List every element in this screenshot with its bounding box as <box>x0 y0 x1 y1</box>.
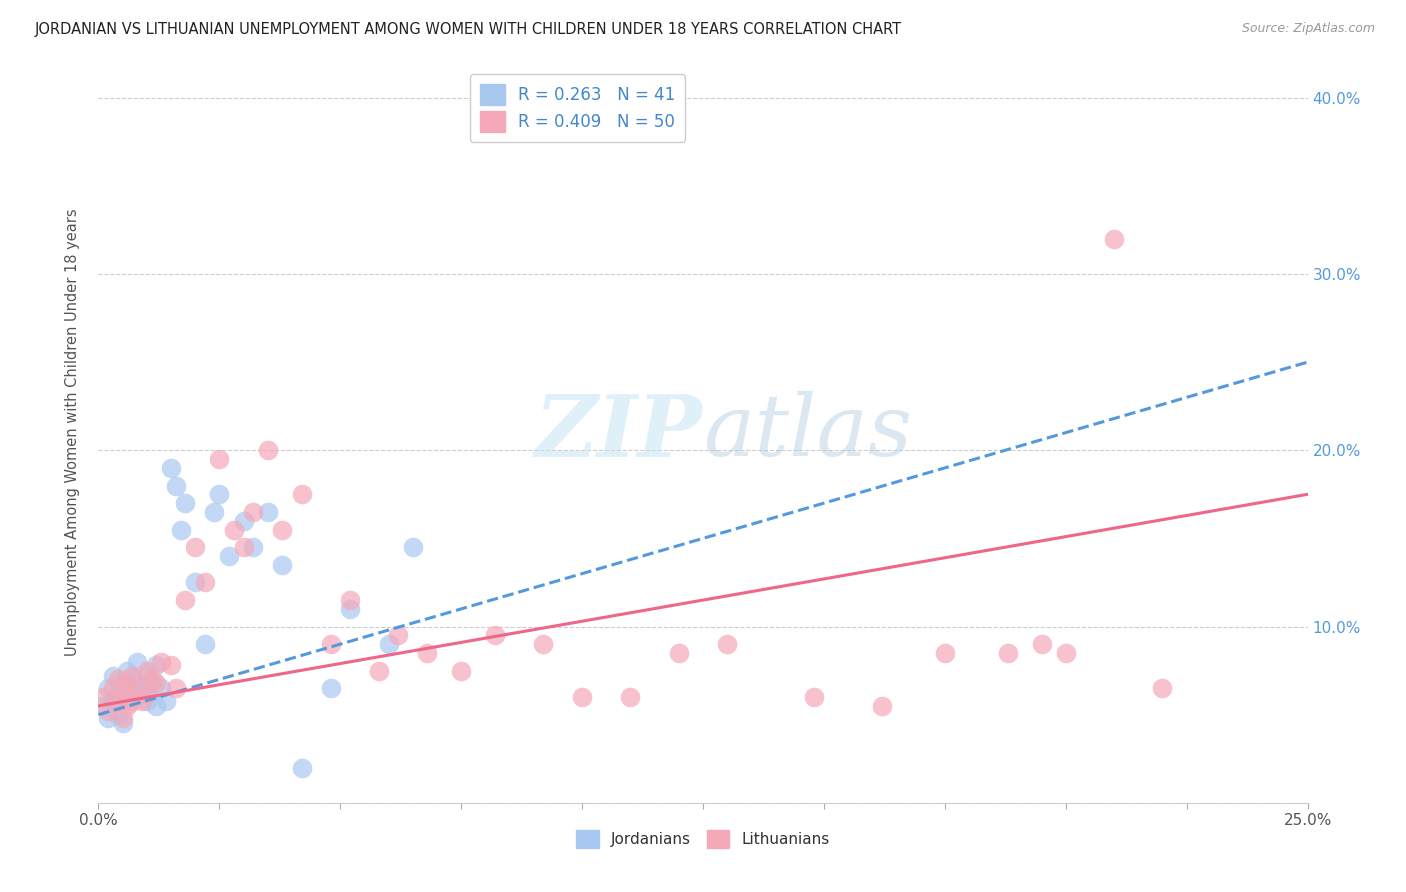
Point <box>208 487 231 501</box>
Point <box>121 673 143 687</box>
Point <box>145 698 167 713</box>
Point <box>377 637 399 651</box>
Point <box>97 681 120 696</box>
Point <box>135 693 157 707</box>
Point <box>271 523 294 537</box>
Point <box>131 686 153 700</box>
Point <box>194 575 217 590</box>
Point <box>934 646 956 660</box>
Point <box>242 540 264 554</box>
Point <box>319 637 342 651</box>
Point <box>150 655 173 669</box>
Point <box>107 693 129 707</box>
Point <box>256 443 278 458</box>
Point <box>111 686 134 700</box>
Point <box>111 711 134 725</box>
Point <box>131 693 153 707</box>
Point <box>117 690 139 704</box>
Point <box>1152 681 1174 696</box>
Point <box>184 540 207 554</box>
Legend: Jordanians, Lithuanians: Jordanians, Lithuanians <box>569 823 837 855</box>
Point <box>97 704 120 718</box>
Point <box>107 673 129 687</box>
Point <box>127 655 149 669</box>
Point <box>1102 232 1125 246</box>
Point <box>111 676 134 690</box>
Point <box>803 690 825 704</box>
Text: ZIP: ZIP <box>536 391 703 475</box>
Point <box>91 698 114 713</box>
Point <box>339 593 361 607</box>
Point <box>107 707 129 722</box>
Text: JORDANIAN VS LITHUANIAN UNEMPLOYMENT AMONG WOMEN WITH CHILDREN UNDER 18 YEARS CO: JORDANIAN VS LITHUANIAN UNEMPLOYMENT AMO… <box>35 22 903 37</box>
Point <box>368 664 391 678</box>
Text: Source: ZipAtlas.com: Source: ZipAtlas.com <box>1241 22 1375 36</box>
Point <box>870 698 893 713</box>
Point <box>319 681 342 696</box>
Point <box>107 686 129 700</box>
Point <box>145 676 167 690</box>
Point <box>242 505 264 519</box>
Point <box>290 760 312 774</box>
Point <box>208 452 231 467</box>
Point <box>117 676 139 690</box>
Point <box>571 690 593 704</box>
Point <box>135 664 157 678</box>
Point <box>218 549 240 563</box>
Point <box>135 669 157 683</box>
Point <box>160 461 183 475</box>
Point <box>668 646 690 660</box>
Point <box>141 673 163 687</box>
Point <box>232 514 254 528</box>
Point <box>716 637 738 651</box>
Point <box>165 478 187 492</box>
Point <box>117 664 139 678</box>
Point <box>101 669 124 683</box>
Point <box>222 523 245 537</box>
Point <box>290 487 312 501</box>
Point <box>204 505 226 519</box>
Point <box>387 628 409 642</box>
Point <box>1031 637 1053 651</box>
Point <box>155 693 177 707</box>
Point <box>121 693 143 707</box>
Point <box>111 716 134 731</box>
Point <box>91 690 114 704</box>
Point <box>339 602 361 616</box>
Point <box>101 681 124 696</box>
Point <box>117 698 139 713</box>
Point <box>141 676 163 690</box>
Point <box>619 690 641 704</box>
Point <box>135 686 157 700</box>
Point <box>127 681 149 696</box>
Point <box>160 658 183 673</box>
Y-axis label: Unemployment Among Women with Children Under 18 years: Unemployment Among Women with Children U… <box>65 209 80 657</box>
Point <box>997 646 1019 660</box>
Point <box>145 658 167 673</box>
Point <box>531 637 554 651</box>
Point <box>416 646 439 660</box>
Point <box>101 693 124 707</box>
Point <box>194 637 217 651</box>
Point <box>121 693 143 707</box>
Point <box>1054 646 1077 660</box>
Point <box>174 593 197 607</box>
Text: atlas: atlas <box>703 392 912 474</box>
Point <box>97 711 120 725</box>
Point <box>484 628 506 642</box>
Point <box>165 681 187 696</box>
Point <box>402 540 425 554</box>
Point <box>450 664 472 678</box>
Point <box>174 496 197 510</box>
Point <box>271 558 294 572</box>
Point <box>232 540 254 554</box>
Point <box>121 669 143 683</box>
Point <box>150 681 173 696</box>
Point <box>169 523 191 537</box>
Point <box>184 575 207 590</box>
Point <box>256 505 278 519</box>
Point <box>127 681 149 696</box>
